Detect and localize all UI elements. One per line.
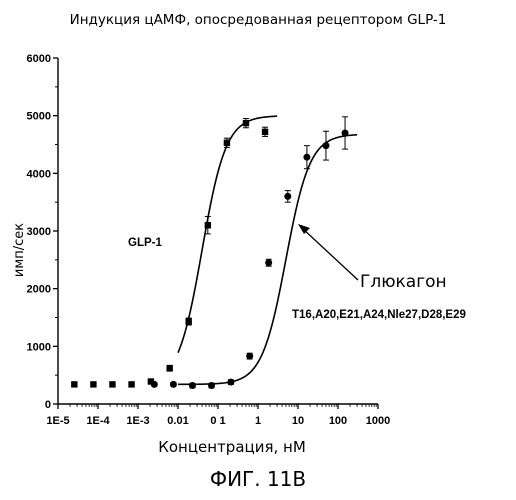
data-point-square [243,120,249,126]
x-axis-label: Концентрация, нМ [158,438,306,456]
y-axis-label: имп/сек [12,223,27,277]
y-tick-label: 6000 [27,53,51,65]
data-point-square [128,381,134,387]
data-point-circle [227,379,234,386]
data-point-square [205,222,211,228]
analog-label: T16,A20,E21,A24,Nle27,D28,E29 [292,309,466,321]
y-tick-label: 3000 [27,226,51,238]
data-point-circle [284,193,291,200]
data-point-square [224,140,230,146]
y-tick-label: 1000 [27,341,51,353]
data-point-circle [189,382,196,389]
data-point-circle [208,382,215,389]
fit-curves [178,116,357,384]
x-tick-label: 0.01 [167,415,188,427]
glucagon-arrow-line [302,228,358,280]
data-point-circle [322,142,329,149]
fit-curve-1 [178,116,277,352]
x-tick-label: 1000 [366,415,390,427]
x-tick-label: 100 [329,415,347,427]
x-tick-label: 1E-4 [86,415,110,427]
data-points [71,117,348,389]
data-point-square [71,381,77,387]
x-ticks: 1E-5 1E-4 1E-3 0.01 0 1 1 10 100 1000 [46,404,390,427]
glp1-series-label: GLP-1 [128,237,162,249]
data-point-circle [170,381,177,388]
chart-title: Индукция цАМФ, опосредованная рецептором… [70,12,447,28]
x-tick-label: 0 1 [210,415,225,427]
y-tick-label: 5000 [27,111,51,123]
y-ticks: 0 1000 2000 3000 4000 5000 6000 [27,53,58,411]
y-tick-label: 2000 [27,284,51,296]
glucagon-arrow-head [298,224,310,234]
data-point-circle [342,129,349,136]
data-point-square [185,318,191,324]
figure-caption: ФИГ. 11В [210,467,306,491]
data-point-circle [265,259,272,266]
data-point-circle [303,154,310,161]
glucagon-label: Глюкагон [360,272,447,292]
x-tick-label: 1E-3 [126,415,149,427]
y-tick-label: 4000 [27,168,51,180]
axes [58,58,378,404]
x-tick-label: 10 [292,415,304,427]
data-point-circle [151,381,158,388]
data-point-square [262,129,268,135]
data-point-circle [246,353,253,360]
x-tick-label: 1 [255,415,261,427]
data-point-square [166,365,172,371]
y-tick-label: 0 [45,399,51,411]
data-point-square [90,381,96,387]
x-tick-label: 1E-5 [46,415,69,427]
data-point-square [109,381,115,387]
